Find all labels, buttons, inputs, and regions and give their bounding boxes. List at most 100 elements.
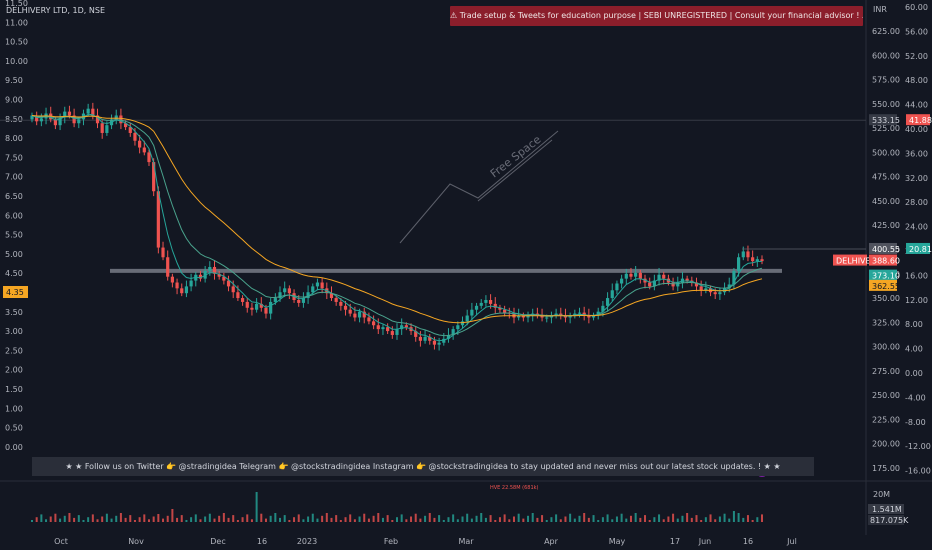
left-axis-tick: 3.50	[5, 308, 23, 317]
candle-body	[86, 108, 90, 114]
volume-avg: 817.075K	[870, 516, 909, 525]
time-axis-tick: Jun	[698, 537, 712, 546]
volume-last: 1.541M	[872, 505, 902, 514]
candle-body	[573, 313, 577, 316]
volume-bar	[96, 519, 99, 522]
volume-bar	[119, 513, 122, 522]
candle-body	[460, 321, 465, 326]
candle-body	[479, 302, 483, 306]
candle-body	[610, 290, 614, 299]
volume-bar	[587, 517, 590, 522]
candle-body	[634, 272, 638, 277]
candle-body	[184, 286, 189, 294]
candle-body	[53, 119, 57, 126]
time-axis-tick: 17	[670, 537, 680, 546]
volume-bar	[667, 516, 670, 522]
price-axis-tick: 275.00	[872, 367, 900, 376]
volume-bar	[283, 515, 286, 522]
candle-body	[142, 147, 146, 153]
volume-bar	[54, 513, 57, 522]
left-axis-marker-box	[3, 286, 28, 298]
candle-body	[648, 282, 652, 287]
volume-bar	[190, 517, 193, 522]
candle-body	[400, 325, 404, 330]
volume-bar	[452, 514, 455, 522]
candle-body	[737, 257, 741, 271]
candle-body	[741, 251, 745, 258]
volume-bar	[255, 492, 258, 522]
volume-bar	[302, 519, 305, 522]
right-tag-top-box	[906, 114, 930, 126]
candle-body	[526, 315, 530, 318]
candle-body	[718, 292, 722, 295]
volume-bar	[555, 514, 558, 522]
volume-bar	[82, 520, 85, 522]
volume-bar	[325, 513, 328, 522]
candle-body	[643, 278, 647, 283]
candle-body	[128, 127, 132, 133]
candle-body	[493, 303, 497, 308]
candle-body	[390, 331, 394, 335]
volume-bar	[68, 513, 71, 522]
volume-avg-box	[868, 515, 904, 525]
candle-body	[381, 327, 385, 330]
volume-bar	[676, 518, 679, 522]
price-axis-tick: 300.00	[872, 343, 900, 352]
volume-last-box	[868, 504, 904, 514]
candle-body	[545, 317, 549, 319]
candle-body	[269, 301, 273, 314]
left-axis-tick: 10.00	[5, 57, 28, 66]
candle-body	[367, 317, 371, 322]
candle-body	[676, 282, 680, 287]
candle-body	[231, 286, 235, 293]
volume-bar	[105, 513, 108, 522]
volume-bar	[171, 509, 174, 522]
symbol-tag: DELHIVERY	[836, 257, 881, 266]
volume-bar	[583, 513, 586, 522]
annotation-line	[399, 130, 559, 244]
volume-bar	[512, 516, 515, 522]
volume-bar	[723, 513, 726, 522]
price-axis-tick: 450.00	[872, 197, 900, 206]
volume-bar	[222, 513, 225, 522]
volume-bar	[241, 517, 244, 522]
volume-bar	[279, 517, 282, 522]
volume-bar	[611, 519, 614, 522]
volume-bar	[194, 514, 197, 522]
candle-body	[287, 288, 291, 294]
time-axis-tick: Mar	[458, 537, 474, 546]
volume-bar	[166, 515, 169, 522]
candle-body	[503, 309, 507, 313]
volume-bar	[498, 517, 501, 522]
right-axis-tick: 48.00	[905, 76, 928, 85]
volume-bar	[751, 520, 754, 522]
candle-body	[278, 292, 282, 299]
candle-body	[699, 286, 703, 291]
right-axis-tick: 24.00	[905, 223, 928, 232]
volume-bar	[349, 514, 352, 522]
volume-bar	[63, 515, 66, 522]
volume-bar	[545, 520, 548, 522]
candle-body	[615, 283, 619, 291]
candle-body	[465, 315, 469, 322]
volume-bar	[737, 513, 740, 522]
candle-body	[133, 132, 137, 141]
candle-body	[306, 292, 310, 299]
volume-bar	[536, 517, 539, 522]
candle-body	[362, 311, 366, 318]
volume-bar	[246, 514, 249, 522]
candle-body	[283, 288, 287, 293]
volume-bar	[644, 515, 647, 522]
volume-bar	[639, 517, 642, 522]
volume-bar	[681, 515, 684, 522]
candle-body	[100, 123, 104, 133]
left-axis-tick: 11.00	[5, 18, 28, 27]
resistance-band	[110, 268, 782, 273]
candles	[30, 102, 764, 351]
left-axis-tick: 0.50	[5, 424, 23, 433]
volume-bar	[40, 514, 43, 522]
candle-body	[147, 152, 151, 163]
annotation-text: Free Space	[488, 133, 544, 181]
candle-body	[156, 191, 160, 248]
